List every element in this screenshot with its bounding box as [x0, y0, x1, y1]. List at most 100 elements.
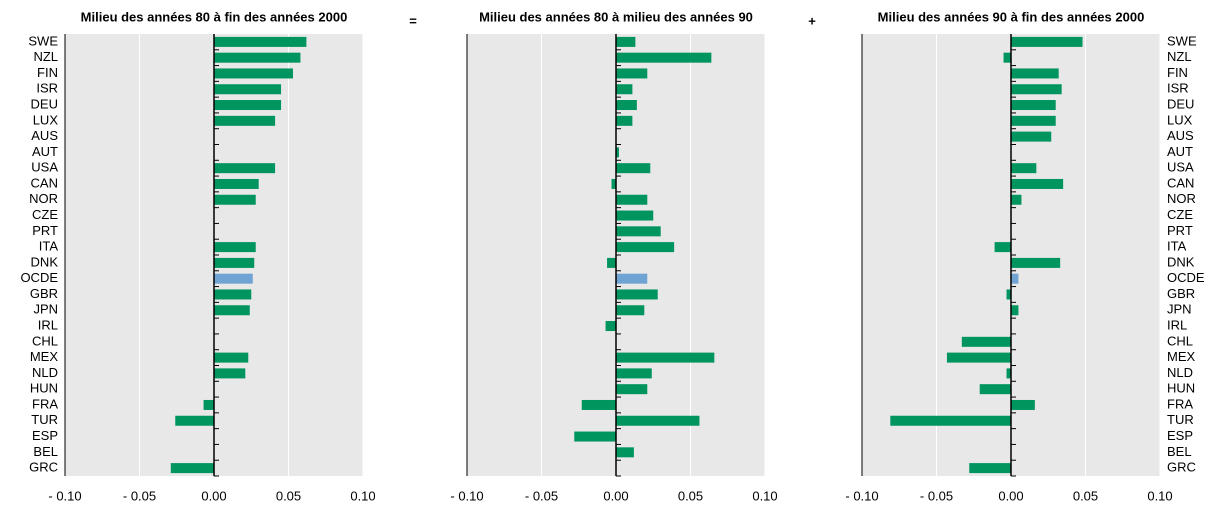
- y-tick-label: ISR: [1167, 81, 1189, 96]
- y-tick-label: CAN: [1167, 175, 1194, 190]
- bar: [1011, 257, 1061, 268]
- y-tick-label: CZE: [32, 207, 58, 222]
- y-tick-label: FRA: [1167, 396, 1193, 411]
- chart-title: Milieu des années 80 à fin des années 20…: [81, 9, 348, 24]
- bar: [616, 115, 633, 126]
- y-tick-label: ESP: [1167, 428, 1193, 443]
- y-tick-label: FIN: [37, 65, 58, 80]
- bar: [616, 52, 712, 63]
- y-tick-label: NLD: [1167, 365, 1193, 380]
- y-tick-label: ITA: [39, 239, 59, 254]
- y-tick-label: FIN: [1167, 65, 1188, 80]
- y-tick-label: LUX: [33, 112, 59, 127]
- y-tick-label: TUR: [31, 412, 58, 427]
- bar: [979, 384, 1011, 395]
- bar: [1011, 273, 1019, 284]
- bar: [1011, 399, 1035, 410]
- y-tick-label: MEX: [1167, 349, 1196, 364]
- y-tick-label: DEU: [31, 96, 58, 111]
- bar: [214, 194, 256, 205]
- x-tick-label: 0.00: [998, 488, 1023, 503]
- bar: [1011, 36, 1083, 47]
- bar: [214, 68, 293, 79]
- bar: [616, 36, 636, 47]
- y-tick-label: HUN: [30, 381, 58, 396]
- y-tick-label: FRA: [32, 396, 58, 411]
- bar: [616, 210, 654, 221]
- bar: [994, 242, 1011, 253]
- bar: [214, 163, 276, 174]
- y-tick-label: NOR: [1167, 191, 1196, 206]
- x-tick-label: 0.10: [350, 488, 375, 503]
- y-tick-label: DNK: [31, 254, 59, 269]
- bar: [214, 84, 282, 95]
- bar: [214, 257, 255, 268]
- x-tick-label: 0.05: [276, 488, 301, 503]
- x-tick-label: - 0.10: [845, 488, 878, 503]
- y-tick-label: IRL: [38, 317, 58, 332]
- x-tick-label: 0.05: [678, 488, 703, 503]
- bar: [616, 305, 645, 316]
- bar: [616, 68, 648, 79]
- x-tick-label: - 0.05: [920, 488, 953, 503]
- bar: [214, 352, 249, 363]
- y-tick-label: SWE: [28, 33, 58, 48]
- y-tick-label: AUS: [1167, 128, 1194, 143]
- chart-title: Milieu des années 90 à fin des années 20…: [878, 9, 1145, 24]
- bar: [214, 52, 301, 63]
- y-tick-label: NZL: [1167, 49, 1192, 64]
- y-tick-label: PRT: [32, 223, 58, 238]
- bar: [214, 242, 256, 253]
- y-tick-label: GRC: [29, 460, 58, 475]
- y-tick-label: BEL: [1167, 444, 1192, 459]
- y-tick-label: ITA: [1167, 239, 1187, 254]
- bar: [616, 289, 658, 300]
- x-tick-label: - 0.10: [450, 488, 483, 503]
- bar: [1011, 178, 1064, 189]
- operator: +: [808, 13, 816, 28]
- y-tick-label: AUS: [31, 128, 58, 143]
- y-tick-label: HUN: [1167, 381, 1195, 396]
- x-tick-label: 0.00: [603, 488, 628, 503]
- bar: [611, 178, 616, 189]
- bar: [214, 273, 253, 284]
- y-tick-label: DEU: [1167, 96, 1194, 111]
- bar: [203, 399, 214, 410]
- y-tick-label: GBR: [30, 286, 58, 301]
- y-tick-label: JPN: [33, 302, 58, 317]
- bar: [581, 399, 616, 410]
- y-tick-label: OCDE: [1167, 270, 1205, 285]
- bar: [616, 226, 661, 237]
- bar: [214, 100, 282, 111]
- bar: [170, 463, 214, 474]
- y-tick-label: SWE: [1167, 33, 1197, 48]
- bar: [574, 431, 616, 442]
- y-tick-label: IRL: [1167, 317, 1187, 332]
- x-tick-label: - 0.05: [123, 488, 156, 503]
- y-tick-label: CHL: [32, 333, 58, 348]
- bar: [616, 273, 648, 284]
- bar: [607, 257, 616, 268]
- bar: [605, 321, 616, 332]
- y-tick-label: OCDE: [20, 270, 58, 285]
- bar: [214, 115, 276, 126]
- y-tick-label: LUX: [1167, 112, 1193, 127]
- bar: [946, 352, 1011, 363]
- y-tick-label: CHL: [1167, 333, 1193, 348]
- y-tick-label: MEX: [30, 349, 59, 364]
- bar: [616, 100, 637, 111]
- bar: [1011, 100, 1056, 111]
- y-tick-label: AUT: [32, 144, 58, 159]
- bar: [961, 336, 1011, 347]
- bar: [214, 289, 252, 300]
- bar: [616, 352, 715, 363]
- x-tick-label: 0.10: [752, 488, 777, 503]
- bar: [214, 368, 246, 379]
- bar: [1011, 194, 1022, 205]
- bar: [616, 163, 651, 174]
- bar: [175, 415, 214, 426]
- y-tick-label: AUT: [1167, 144, 1193, 159]
- y-tick-label: CAN: [31, 175, 58, 190]
- y-tick-label: ISR: [36, 81, 58, 96]
- bar: [616, 84, 633, 95]
